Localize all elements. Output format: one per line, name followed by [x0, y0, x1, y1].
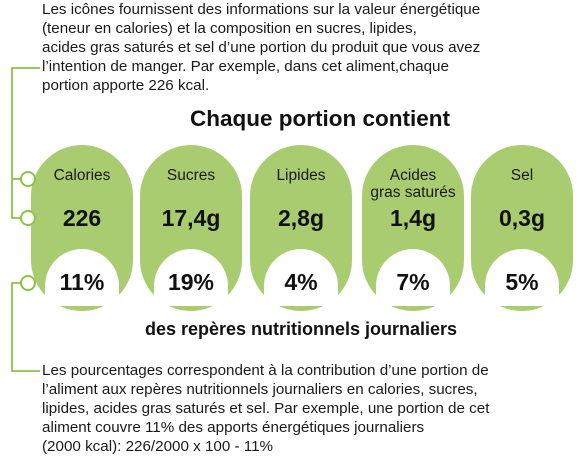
explanation-line: aliment couvre 11% des apports énergétiq… [42, 419, 425, 436]
nutrient-amount: 226 [62, 205, 102, 231]
nutrient-label-line: gras saturés [370, 184, 456, 201]
nutrient-acides-gras-satures: Acides gras saturés 1,4g 7% [362, 145, 464, 311]
connector-dots [20, 171, 36, 291]
explanation-line: l’aliment aux repères nutritionnels jour… [42, 381, 478, 398]
nutrient-label: Sel [510, 167, 534, 184]
pill-backgrounds [31, 145, 573, 311]
nutrient-percent: 11% [59, 269, 105, 295]
nutrient-label: Sucres [166, 167, 216, 184]
nutrient-percent: 5% [505, 269, 539, 295]
nutrient-label: Calories [53, 167, 111, 184]
connector-dot-label [20, 171, 36, 187]
intro-line: portion apporte 226 kcal. [42, 77, 210, 94]
nutrient-amount: 1,4g [389, 205, 437, 231]
nutrient-label: Lipides [276, 167, 326, 184]
explanation-line: lipides, acides gras saturés et sel. Par… [42, 400, 490, 417]
nutrient-amount: 2,8g [277, 205, 325, 231]
portion-heading: Chaque portion contient [190, 106, 450, 131]
nutrient-percent: 7% [396, 269, 430, 295]
nutrient-amount: 0,3g [498, 205, 546, 231]
pill-percent-window [154, 249, 228, 306]
intro-paragraph: Les icônes fournissent des informations … [42, 0, 480, 95]
nutrient-lipides: Lipides 2,8g 4% [250, 145, 352, 311]
nutrient-percent: 19% [167, 269, 215, 295]
pill-percent-window [376, 249, 450, 306]
explanation-line: Les pourcentages correspondent à la cont… [42, 362, 489, 379]
nutrient-percent: 4% [284, 269, 318, 295]
intro-line: Les icônes fournissent des informations … [42, 1, 481, 18]
intro-line: acides gras saturés et sel d’une portion… [42, 39, 481, 56]
explanation-line: (2000 kcal): 226/2000 x 100 - 11% [42, 438, 274, 455]
nutrient-sucres: Sucres 17,4g 19% [140, 145, 242, 311]
pill-percent-window [45, 249, 119, 306]
intro-line: l’intention de manger. Par exemple, dans… [42, 58, 449, 75]
pill-percent-window [264, 249, 338, 306]
pill-percent-window [485, 249, 559, 306]
connector-dot-amount [20, 210, 36, 226]
nutrient-calories: Calories 226 11% [31, 145, 133, 311]
explanation-paragraph: Les pourcentages correspondent à la cont… [42, 361, 489, 456]
reference-subheading: des repères nutritionnels journaliers [144, 319, 458, 339]
connector-dot-percent [20, 275, 36, 291]
nutrient-label: Acides gras saturés [362, 167, 464, 201]
nutrient-label-line: Acides [389, 167, 437, 184]
nutrient-sel: Sel 0,3g 5% [471, 145, 573, 311]
intro-connector-line [11, 67, 40, 219]
intro-line: (teneur en calories) et la composition e… [42, 20, 417, 37]
percent-connector-line [11, 282, 40, 372]
nutrient-amount: 17,4g [161, 205, 221, 231]
